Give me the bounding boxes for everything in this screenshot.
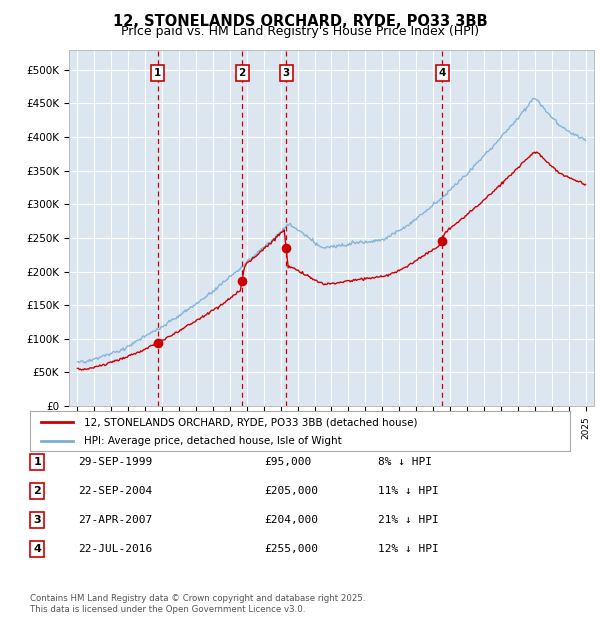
Text: 11% ↓ HPI: 11% ↓ HPI xyxy=(378,486,439,496)
Text: 4: 4 xyxy=(33,544,41,554)
Text: Price paid vs. HM Land Registry's House Price Index (HPI): Price paid vs. HM Land Registry's House … xyxy=(121,25,479,38)
Text: Contains HM Land Registry data © Crown copyright and database right 2025.
This d: Contains HM Land Registry data © Crown c… xyxy=(30,595,365,614)
Text: HPI: Average price, detached house, Isle of Wight: HPI: Average price, detached house, Isle… xyxy=(84,436,342,446)
Text: 3: 3 xyxy=(34,515,41,525)
Text: 22-SEP-2004: 22-SEP-2004 xyxy=(78,486,152,496)
Text: £95,000: £95,000 xyxy=(264,457,311,467)
Text: 29-SEP-1999: 29-SEP-1999 xyxy=(78,457,152,467)
Text: 2: 2 xyxy=(34,486,41,496)
Text: 3: 3 xyxy=(283,68,290,78)
Text: 22-JUL-2016: 22-JUL-2016 xyxy=(78,544,152,554)
Text: 27-APR-2007: 27-APR-2007 xyxy=(78,515,152,525)
Text: 12, STONELANDS ORCHARD, RYDE, PO33 3BB: 12, STONELANDS ORCHARD, RYDE, PO33 3BB xyxy=(113,14,487,29)
Text: 1: 1 xyxy=(154,68,161,78)
Text: 8% ↓ HPI: 8% ↓ HPI xyxy=(378,457,432,467)
Text: 21% ↓ HPI: 21% ↓ HPI xyxy=(378,515,439,525)
Text: 2: 2 xyxy=(238,68,246,78)
Text: 12, STONELANDS ORCHARD, RYDE, PO33 3BB (detached house): 12, STONELANDS ORCHARD, RYDE, PO33 3BB (… xyxy=(84,417,418,427)
Text: 1: 1 xyxy=(34,457,41,467)
Text: £204,000: £204,000 xyxy=(264,515,318,525)
Text: £205,000: £205,000 xyxy=(264,486,318,496)
Text: 12% ↓ HPI: 12% ↓ HPI xyxy=(378,544,439,554)
Text: £255,000: £255,000 xyxy=(264,544,318,554)
Text: 4: 4 xyxy=(439,68,446,78)
